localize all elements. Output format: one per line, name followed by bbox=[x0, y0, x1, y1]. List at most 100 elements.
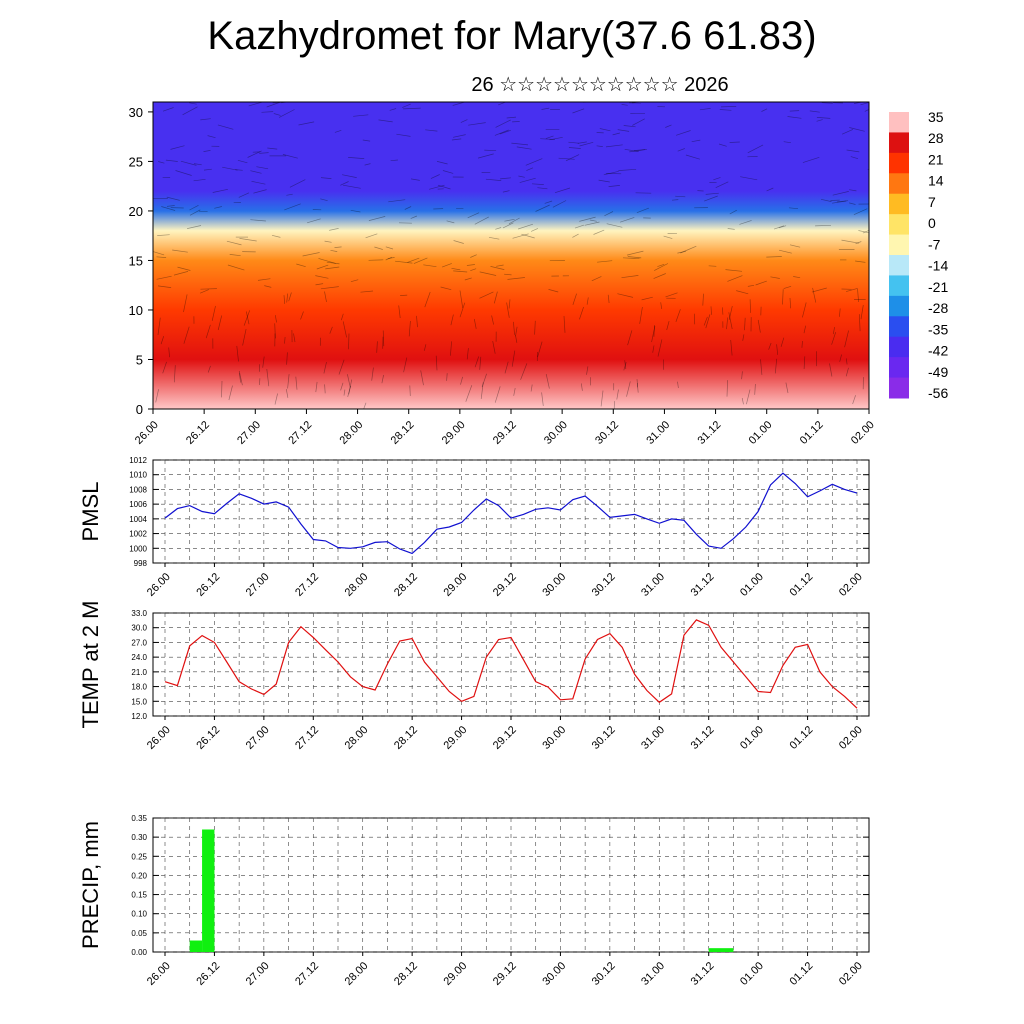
wind-barb bbox=[479, 356, 482, 370]
wind-barb bbox=[586, 297, 589, 305]
colorbar-label: -28 bbox=[928, 300, 948, 316]
wind-barb bbox=[616, 389, 619, 400]
wind-barb bbox=[221, 380, 223, 398]
wind-barb bbox=[318, 258, 336, 264]
wind-barb bbox=[665, 292, 678, 298]
wind-barb bbox=[496, 264, 504, 267]
wind-barb bbox=[296, 263, 306, 268]
wind-barb bbox=[376, 341, 378, 353]
wind-barb bbox=[382, 330, 385, 347]
wind-barb bbox=[598, 179, 610, 183]
wind-barb bbox=[537, 341, 543, 358]
colorbar-swatch bbox=[889, 214, 909, 236]
wind-barb bbox=[403, 357, 408, 373]
wind-barb bbox=[450, 314, 454, 326]
wind-barb bbox=[579, 141, 594, 147]
wind-barb bbox=[729, 209, 737, 215]
wind-barb bbox=[545, 135, 554, 139]
wind-barb bbox=[368, 216, 386, 221]
wind-barb bbox=[381, 374, 384, 384]
pmsl-x-tick-label: 01.12 bbox=[787, 571, 815, 599]
wind-barb bbox=[802, 302, 807, 318]
pmsl-y-tick-label: 1012 bbox=[129, 456, 147, 465]
wind-barb bbox=[663, 235, 673, 239]
pmsl-x-tick-label: 30.00 bbox=[540, 571, 568, 599]
pmsl-x-tick-label: 28.00 bbox=[343, 571, 371, 599]
wind-barb bbox=[820, 198, 832, 202]
wind-barb bbox=[622, 257, 640, 260]
wind-barb bbox=[390, 159, 398, 162]
wind-barb bbox=[485, 178, 502, 181]
pmsl-x-tick-label: 02.00 bbox=[837, 571, 865, 599]
wind-barb bbox=[502, 222, 514, 229]
wind-barb bbox=[627, 330, 633, 346]
precip-y-tick-label: 0.00 bbox=[131, 948, 147, 957]
wind-barb bbox=[360, 290, 374, 293]
wind-barb bbox=[442, 170, 454, 174]
wind-barb bbox=[488, 236, 500, 240]
wind-barb bbox=[274, 315, 277, 323]
wind-barb bbox=[586, 366, 589, 375]
wind-barb bbox=[325, 266, 340, 270]
wind-barb bbox=[599, 128, 611, 132]
wind-barb bbox=[330, 249, 338, 252]
pmsl-x-tick-label: 27.12 bbox=[293, 571, 321, 599]
wind-barb bbox=[410, 178, 420, 181]
wind-barb bbox=[675, 309, 681, 323]
colorbar-swatch bbox=[889, 275, 909, 297]
pmsl-x-tick-label: 26.12 bbox=[194, 571, 222, 599]
wind-barb bbox=[725, 269, 743, 272]
wind-barb bbox=[577, 141, 587, 144]
wind-barb bbox=[506, 116, 517, 119]
wind-barb bbox=[479, 271, 497, 276]
wind-barb bbox=[404, 206, 412, 210]
wind-barb bbox=[212, 188, 228, 193]
wind-barb bbox=[155, 389, 159, 403]
temp-y-tick-label: 15.0 bbox=[131, 697, 147, 706]
wind-barb bbox=[657, 263, 665, 267]
wind-barb bbox=[741, 371, 743, 380]
wind-barb bbox=[605, 144, 623, 148]
wind-barb bbox=[430, 174, 440, 179]
wind-barb bbox=[156, 275, 172, 280]
wind-barb bbox=[554, 187, 571, 194]
wind-barb bbox=[187, 225, 202, 229]
wind-barb bbox=[596, 145, 603, 147]
wind-barb bbox=[844, 330, 849, 348]
wind-barb bbox=[226, 240, 242, 246]
pmsl-x-tick-label: 31.12 bbox=[689, 571, 717, 599]
wind-barb bbox=[248, 101, 263, 107]
wind-barb bbox=[855, 241, 862, 245]
temp-x-tick-label: 02.00 bbox=[837, 724, 865, 752]
wind-barb bbox=[450, 341, 452, 356]
wind-barb bbox=[474, 216, 489, 225]
heatmap-x-tick-label: 26.00 bbox=[133, 419, 161, 447]
wind-barb bbox=[300, 311, 304, 320]
precip-x-tick-label: 28.00 bbox=[343, 960, 371, 988]
wind-barb bbox=[761, 108, 768, 112]
wind-barb bbox=[857, 288, 859, 303]
wind-barb bbox=[839, 354, 842, 362]
heatmap-field bbox=[153, 102, 869, 409]
wind-barb bbox=[779, 249, 792, 254]
wind-barb bbox=[222, 166, 238, 171]
wind-barb bbox=[574, 224, 585, 229]
pmsl-x-tick-label: 29.12 bbox=[491, 571, 519, 599]
wind-barb bbox=[521, 233, 535, 239]
wind-barb bbox=[719, 109, 732, 111]
temp-x-tick-label: 29.12 bbox=[491, 724, 519, 752]
wind-barb bbox=[653, 325, 655, 337]
wind-barb bbox=[549, 136, 563, 141]
wind-barb bbox=[507, 277, 525, 280]
wind-barb bbox=[845, 367, 849, 377]
wind-barb bbox=[816, 117, 831, 119]
wind-barb bbox=[334, 246, 342, 248]
wind-barb bbox=[636, 207, 650, 214]
wind-barb bbox=[713, 177, 721, 181]
wind-barb bbox=[801, 340, 803, 348]
wind-barb bbox=[626, 250, 644, 256]
wind-barb bbox=[470, 254, 477, 258]
wind-barb bbox=[776, 344, 779, 355]
wind-barb bbox=[541, 392, 544, 406]
wind-barb bbox=[326, 261, 340, 265]
